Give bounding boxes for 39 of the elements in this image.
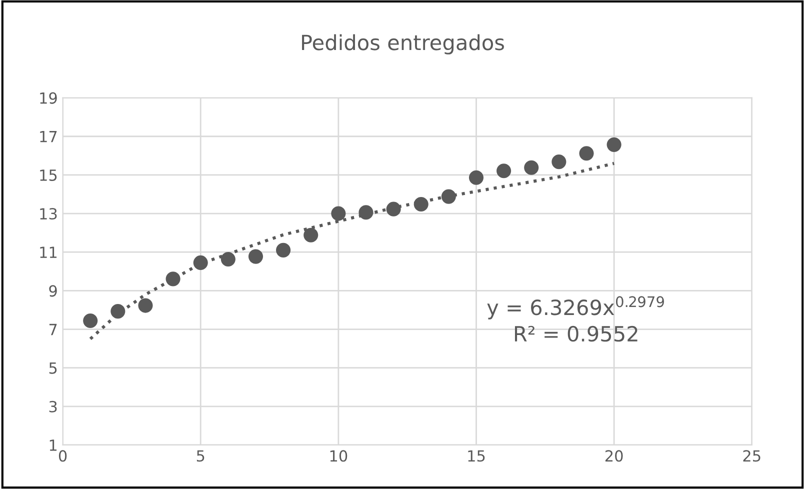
y-tick-label: 3 [49, 400, 57, 412]
point [248, 249, 264, 264]
point [276, 242, 291, 258]
point [138, 298, 153, 313]
x-tick-label: 15 [468, 450, 485, 462]
y-tick-label: 11 [40, 246, 57, 258]
point [606, 137, 622, 152]
point [414, 196, 428, 212]
x-tick-label: 10 [330, 450, 348, 462]
y-tick-label: 17 [40, 131, 57, 142]
point [579, 146, 594, 161]
y-tick-label: 9 [49, 285, 57, 297]
y-tick-label: 7 [49, 324, 57, 336]
chart-title: Pedidos entregados [302, 34, 504, 54]
y-tick-label: 15 [40, 170, 57, 181]
point [468, 170, 484, 185]
x-tick-label: 0 [58, 450, 67, 462]
point [524, 160, 539, 175]
point [331, 206, 346, 221]
annotation: y = 6.3269x$^{0.2979}$ [487, 296, 664, 320]
y-tick-label: 1 [50, 440, 57, 451]
point [358, 205, 374, 220]
point [441, 189, 456, 204]
point [552, 154, 566, 170]
x-tick-label: 5 [196, 450, 204, 462]
point [220, 252, 236, 267]
x-tick-label: 20 [605, 450, 623, 462]
point [83, 313, 98, 328]
point [193, 255, 208, 270]
y-tick-label: 13 [40, 208, 57, 220]
point [166, 272, 180, 286]
y-tick-label: 19 [40, 92, 57, 104]
point [496, 164, 512, 178]
annotation: R² = 0.9552 [514, 326, 638, 342]
y-tick-label: 5 [49, 362, 57, 374]
x-tick-label: 25 [743, 450, 760, 462]
point [386, 202, 401, 216]
point [304, 228, 318, 242]
point [110, 304, 126, 319]
